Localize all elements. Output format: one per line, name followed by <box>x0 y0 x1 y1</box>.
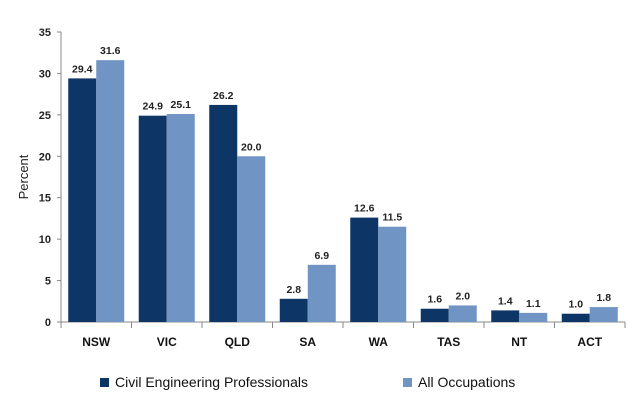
data-label: 1.1 <box>526 298 541 310</box>
x-tick-label: NT <box>511 335 528 349</box>
bar <box>519 312 548 322</box>
data-label: 29.4 <box>72 63 93 75</box>
data-label: 1.6 <box>427 294 442 306</box>
y-tick-label: 20 <box>39 151 51 163</box>
data-label: 2.8 <box>286 284 301 296</box>
x-tick-label: VIC <box>157 335 177 349</box>
bar <box>420 308 449 322</box>
bar <box>68 78 97 323</box>
legend-label: All Occupations <box>418 374 515 390</box>
bar <box>138 115 167 322</box>
bar <box>237 156 266 322</box>
data-label: 2.0 <box>455 290 470 302</box>
bar <box>209 104 238 323</box>
bar <box>491 310 520 322</box>
x-tick-label: QLD <box>225 335 251 349</box>
data-label: 25.1 <box>171 99 192 111</box>
data-label: 31.6 <box>100 45 121 57</box>
legend-swatch <box>100 378 109 387</box>
data-label: 11.5 <box>382 212 402 224</box>
bar <box>589 307 618 322</box>
y-axis-title: Percent <box>16 154 31 199</box>
x-tick-label: NSW <box>82 335 111 349</box>
data-label: 1.8 <box>596 292 611 304</box>
y-tick-label: 35 <box>39 27 51 39</box>
data-label: 6.9 <box>314 250 329 262</box>
y-tick-label: 0 <box>45 317 51 329</box>
bar <box>166 114 195 323</box>
bar <box>307 264 336 322</box>
bar <box>96 60 125 323</box>
y-tick-label: 15 <box>39 193 51 205</box>
y-tick-label: 5 <box>45 276 51 288</box>
bar <box>350 217 379 322</box>
legend-swatch <box>403 378 412 387</box>
data-label: 26.2 <box>213 90 234 102</box>
x-tick-label: WA <box>369 335 389 349</box>
data-label: 12.6 <box>354 203 375 215</box>
data-label: 1.4 <box>498 295 513 307</box>
x-tick-label: ACT <box>577 335 602 349</box>
data-label: 1.0 <box>568 299 583 311</box>
bar <box>561 313 590 322</box>
legend-label: Civil Engineering Professionals <box>115 374 308 390</box>
bar <box>279 298 308 322</box>
data-label: 24.9 <box>143 101 164 113</box>
y-tick-label: 30 <box>39 68 51 80</box>
y-tick-label: 25 <box>39 110 51 122</box>
x-tick-label: SA <box>299 335 316 349</box>
y-tick-label: 10 <box>39 234 51 246</box>
x-tick-label: TAS <box>437 335 460 349</box>
bar <box>378 226 407 322</box>
data-label: 20.0 <box>241 141 262 153</box>
bar <box>448 305 477 322</box>
